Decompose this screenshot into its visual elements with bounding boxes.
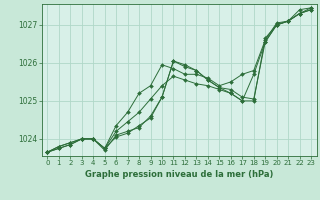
X-axis label: Graphe pression niveau de la mer (hPa): Graphe pression niveau de la mer (hPa) xyxy=(85,170,273,179)
